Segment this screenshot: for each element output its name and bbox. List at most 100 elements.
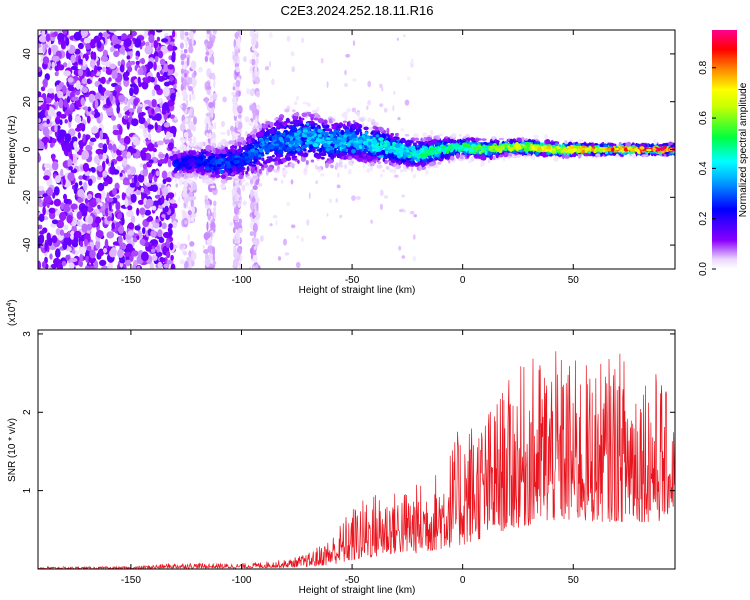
spectrogram-cell <box>220 174 226 179</box>
spectrogram-cell <box>158 153 166 158</box>
spectrogram-cell <box>236 105 243 113</box>
spectrogram-cell <box>151 108 155 115</box>
spectrogram-cell <box>72 241 79 248</box>
spectrogram-cell <box>188 45 194 54</box>
spectrogram-cell <box>99 259 107 267</box>
spectrogram-cell <box>112 129 120 136</box>
spectrogram-cell <box>175 91 181 98</box>
spectrogram-cell <box>78 180 83 186</box>
spectrogram-cell <box>406 76 411 81</box>
spectrogram-cell <box>174 116 178 121</box>
spectrogram-cell <box>272 215 278 219</box>
spectrogram-cell <box>44 242 48 252</box>
spectrogram-cell <box>58 98 64 109</box>
spectrogram-cell <box>167 44 174 52</box>
spectrogram-cell <box>107 263 113 269</box>
spectrogram-cell <box>47 88 54 94</box>
spectrogram-cell <box>205 257 210 268</box>
spectrogram-cell <box>97 182 105 192</box>
spectrogram-cell <box>66 96 71 103</box>
spectrogram-cell <box>386 127 390 134</box>
spectrogram-cell <box>252 113 256 120</box>
spectrogram-cell <box>318 147 323 153</box>
spectrogram-cell <box>51 161 59 171</box>
spectrogram-cell <box>211 34 216 41</box>
spectrogram-cell <box>169 125 177 135</box>
spectrogram-cell <box>117 248 124 258</box>
spectrogram-cell <box>300 236 304 243</box>
spectrogram-cell <box>167 142 174 151</box>
spectrogram-cell <box>302 101 308 105</box>
spectrogram-cell <box>102 134 108 140</box>
spectrogram-cell <box>59 212 67 221</box>
spectrogram-cell <box>38 224 43 230</box>
spectrogram-cell <box>166 259 174 265</box>
spectrogram-cell <box>144 30 148 36</box>
spectrogram-cell <box>253 128 258 134</box>
spectrogram-cell <box>404 99 410 106</box>
spectrogram-cell <box>45 33 51 42</box>
spectrogram-cell <box>251 53 256 60</box>
spectrogram-cell <box>158 237 165 244</box>
spectrogram-cell <box>142 147 149 153</box>
spectrogram-cell <box>209 116 213 123</box>
spectrogram-cell <box>42 127 50 137</box>
spectrogram-cell <box>231 91 236 96</box>
spectrogram-cell <box>161 222 167 230</box>
spectrogram-cell <box>44 195 52 204</box>
spectrogram-cell <box>387 134 390 139</box>
spectrogram-cell <box>224 141 229 147</box>
spectrogram-cell <box>170 263 176 269</box>
spectrogram-cell <box>126 151 132 159</box>
spectrogram-cell <box>89 265 95 269</box>
spectrogram-cell <box>252 185 258 191</box>
spectrogram-cell <box>116 104 120 114</box>
spectrogram-cell <box>158 50 164 59</box>
spectrogram-cell <box>63 98 68 108</box>
spectrogram-cell <box>163 63 169 73</box>
spectrogram-cell <box>209 56 215 63</box>
spectrogram-cell <box>150 230 157 238</box>
spectrogram-cell <box>46 187 53 197</box>
spectrogram-cell <box>213 254 216 262</box>
spectrogram-cell <box>184 72 188 78</box>
spectrogram-cell <box>641 154 647 157</box>
spectrogram-cell <box>252 175 259 179</box>
spectrogram-cell <box>57 32 65 43</box>
spectrogram-cell <box>392 105 395 112</box>
spectrogram-cell <box>48 207 56 214</box>
spectrogram-cell <box>136 190 141 196</box>
spectrogram-cell <box>78 246 87 255</box>
spectrogram-cell <box>154 55 159 63</box>
spectrogram-cell <box>246 88 250 95</box>
spectrogram-cell <box>253 171 257 174</box>
spectrogram-cell <box>45 97 52 104</box>
spectrogram-cell <box>369 126 374 131</box>
spectrogram-cell <box>96 60 101 67</box>
spectrogram-cell <box>165 177 172 183</box>
spectrogram-cell <box>208 72 214 80</box>
spectrogram-cell <box>167 158 172 168</box>
spectrogram-cell <box>276 164 280 171</box>
spectrogram-cell <box>103 247 108 254</box>
spectrogram-cell <box>89 249 96 259</box>
spectrogram-cell <box>102 152 107 162</box>
spectrogram-cell <box>232 86 236 91</box>
spectrogram-cell <box>430 129 434 136</box>
spectrogram-cell <box>46 118 50 125</box>
spectrogram-cell <box>348 156 353 160</box>
spectrogram-cell <box>127 230 135 237</box>
spectrogram-cell <box>39 230 45 235</box>
spectrogram-cell <box>130 193 137 203</box>
spectrogram-cell <box>412 255 417 262</box>
spectrogram-cell <box>290 179 294 185</box>
spectrogram-cell <box>107 111 114 116</box>
spectrogram-cell <box>290 224 296 229</box>
spectrogram-cell <box>67 77 74 83</box>
spectrogram-cell <box>233 251 240 259</box>
spectrogram-cell <box>139 124 146 129</box>
spectrogram-cell <box>252 254 258 263</box>
spectrogram-cell <box>186 178 189 183</box>
spectrogram-cell <box>235 66 239 72</box>
spectrogram-cell <box>75 80 81 90</box>
